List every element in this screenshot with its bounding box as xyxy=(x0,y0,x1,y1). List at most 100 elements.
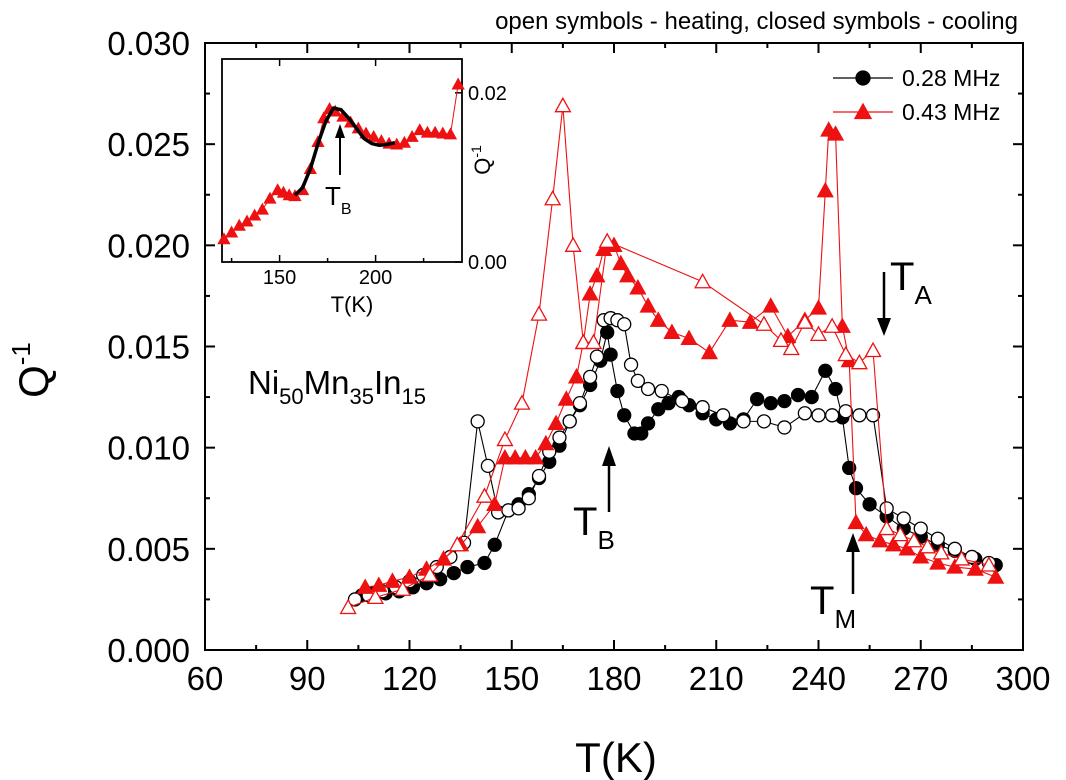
data-point-circle xyxy=(862,497,877,512)
data-point-triangle xyxy=(966,560,984,576)
y-tick-label: 0.000 xyxy=(107,632,190,669)
data-point-triangle xyxy=(527,448,545,465)
inset-data-point xyxy=(397,135,412,148)
y-axis-label-sup: -1 xyxy=(6,342,36,365)
data-point-circle xyxy=(852,408,867,423)
inset-data-point xyxy=(405,129,419,142)
inset-x-tick-label: 150 xyxy=(263,267,296,289)
y-tick-label: 0.025 xyxy=(107,126,190,163)
data-point-triangle xyxy=(475,487,494,503)
data-point-triangle xyxy=(833,317,851,333)
data-point-circle xyxy=(896,511,911,526)
data-point-triangle xyxy=(809,325,828,341)
data-point-circle xyxy=(848,480,864,496)
inset-y-axis-label: Q-1 xyxy=(468,145,495,175)
annotation-TA-sub: A xyxy=(914,280,932,310)
data-point-circle xyxy=(640,416,656,431)
data-point-triangle xyxy=(469,517,487,534)
inset-data-point xyxy=(420,125,435,138)
data-point-circle xyxy=(562,414,577,429)
inset-y-tick-label: 0.00 xyxy=(468,252,507,274)
data-point-triangle xyxy=(823,317,841,333)
inset-annotation-TB-sub: B xyxy=(341,201,352,218)
data-point-triangle xyxy=(584,333,603,350)
data-point-triangle xyxy=(356,578,374,594)
data-point-triangle xyxy=(932,544,950,560)
x-tick-label: 240 xyxy=(791,660,846,697)
data-point-triangle xyxy=(850,353,868,370)
data-point-triangle xyxy=(567,368,586,384)
data-point-circle xyxy=(736,414,751,429)
data-point-circle xyxy=(610,383,625,399)
data-point-triangle xyxy=(339,598,357,615)
inset-data-point xyxy=(443,127,458,140)
inset-data-point xyxy=(436,126,450,139)
data-point-triangle xyxy=(639,297,657,313)
data-point-triangle xyxy=(394,580,412,596)
data-point-triangle xyxy=(574,333,592,350)
x-tick-label: 90 xyxy=(289,660,326,697)
data-point-circle xyxy=(521,491,536,506)
data-point-triangle xyxy=(796,313,814,329)
inset-data-point xyxy=(224,225,239,238)
inset-data-point xyxy=(248,208,262,221)
inset-x-axis-label: T(K) xyxy=(331,292,374,317)
data-point-circle xyxy=(828,381,843,397)
inset-data-point xyxy=(413,123,427,136)
data-point-triangle xyxy=(980,556,998,572)
data-point-circle xyxy=(511,501,526,516)
data-point-circle xyxy=(630,373,646,389)
data-point-triangle xyxy=(448,535,466,552)
data-point-triangle xyxy=(741,313,759,329)
legend-entry: 0.28 MHz xyxy=(833,65,1000,91)
data-point-circle xyxy=(913,521,928,536)
data-point-triangle xyxy=(762,297,780,313)
annotation-TM-sub: M xyxy=(834,604,856,634)
data-point-circle xyxy=(756,414,772,429)
data-point-circle xyxy=(797,406,813,421)
inset-data-point xyxy=(367,129,381,142)
data-point-triangle xyxy=(513,394,531,410)
y-tick-label: 0.005 xyxy=(107,531,190,568)
data-point-triangle xyxy=(496,430,514,447)
data-point-circle xyxy=(470,414,485,429)
x-tick-label: 150 xyxy=(484,660,539,697)
data-point-circle xyxy=(675,393,690,409)
data-point-circle xyxy=(480,458,496,474)
data-point-triangle xyxy=(871,531,889,548)
legend: 0.28 MHz 0.43 MHz xyxy=(833,65,1000,125)
y-axis-label-base: Q xyxy=(10,365,57,398)
data-point-circle xyxy=(617,408,632,423)
data-point-triangle xyxy=(557,390,575,406)
annotation-TA-arrowhead xyxy=(877,318,891,336)
data-point-circle xyxy=(531,468,547,484)
data-point-triangle xyxy=(530,305,548,321)
y-tick-label: 0.015 xyxy=(107,329,190,366)
y-tick-label: 0.030 xyxy=(107,25,190,62)
data-point-triangle xyxy=(366,588,384,605)
inset-frame xyxy=(221,58,463,263)
data-point-triangle xyxy=(700,343,719,360)
data-point-triangle xyxy=(905,531,923,548)
data-point-triangle xyxy=(816,181,834,198)
data-point-circle xyxy=(572,396,588,411)
x-tick-label: 180 xyxy=(586,660,641,697)
data-point-triangle xyxy=(755,315,773,331)
legend-entry: 0.43 MHz xyxy=(833,99,1000,125)
x-tick-label: 270 xyxy=(893,660,948,697)
x-tick-label: 60 xyxy=(187,660,224,697)
data-point-triangle xyxy=(918,537,937,554)
inset-data-point xyxy=(263,191,277,204)
data-point-triangle xyxy=(878,519,896,536)
data-point-triangle xyxy=(898,540,916,556)
inset-data-point xyxy=(428,125,442,138)
x-tick-label: 210 xyxy=(689,660,744,697)
data-point-triangle xyxy=(370,576,388,592)
data-point-circle xyxy=(640,381,656,397)
x-tick-label: 120 xyxy=(382,660,437,697)
inset-data-point xyxy=(451,77,465,90)
data-point-circle xyxy=(824,408,840,423)
inset-data-point xyxy=(255,202,269,215)
data-point-circle xyxy=(634,426,649,441)
data-point-triangle xyxy=(598,232,616,248)
